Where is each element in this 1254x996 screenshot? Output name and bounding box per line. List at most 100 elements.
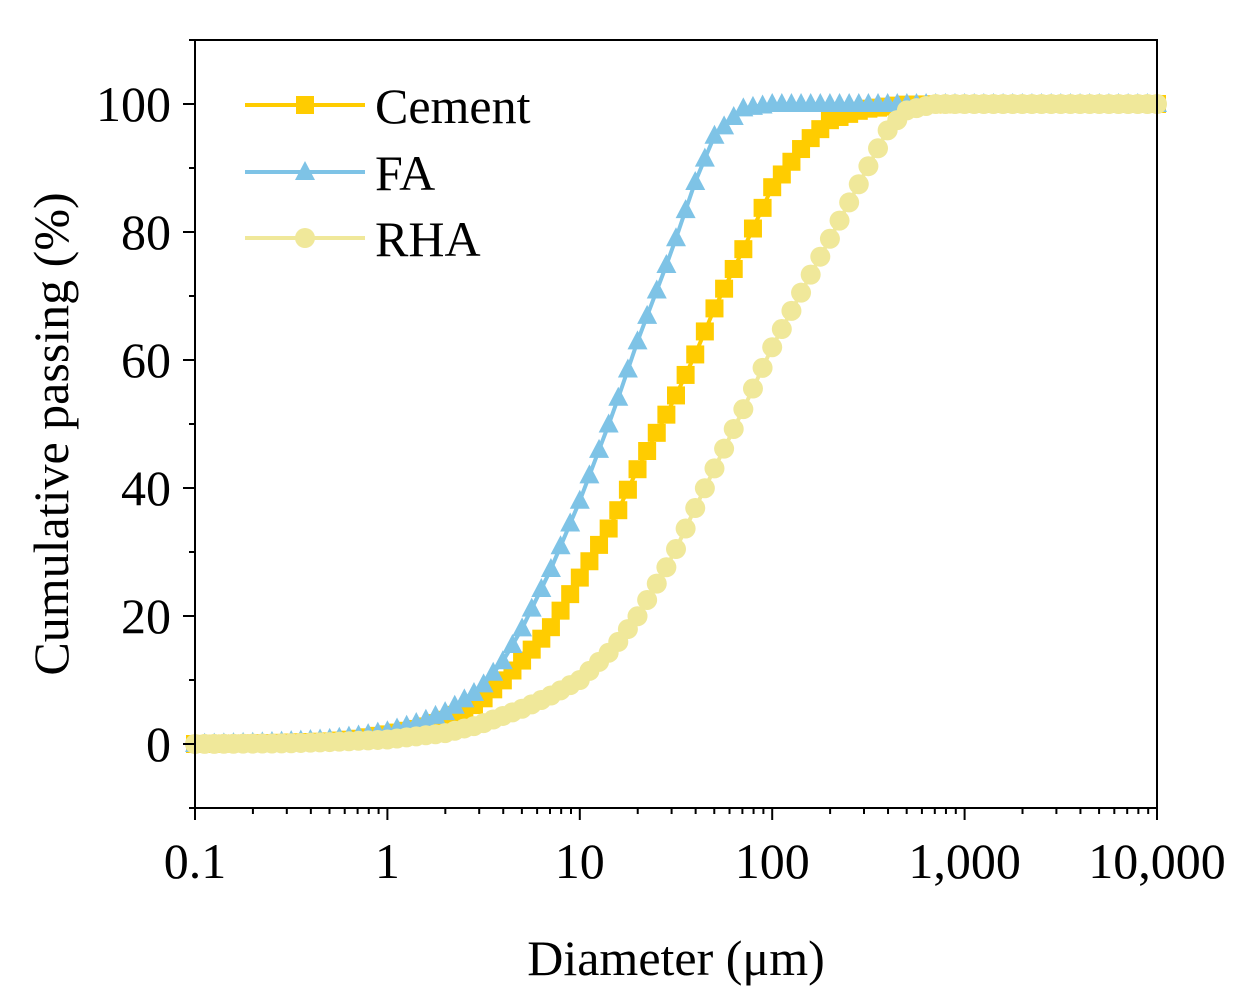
- ticks-layer: 0 20 40 60 80 100 0.1 1 10 100 1,000 10,000: [96, 39, 1226, 889]
- legend-rha-label: RHA: [375, 211, 481, 267]
- series-fa-marker: [656, 254, 677, 274]
- series-cement-line: [194, 102, 1157, 746]
- series-rha-marker: [762, 337, 783, 358]
- series-fa-marker: [435, 701, 456, 721]
- series-rha-marker: [742, 378, 763, 399]
- series-cement-marker: [715, 279, 734, 298]
- series-rha-marker: [829, 210, 850, 231]
- series-fa-marker: [608, 386, 629, 406]
- series-cement-marker: [647, 423, 666, 442]
- series-rha-marker: [656, 557, 677, 578]
- series-rha-marker: [781, 300, 802, 321]
- series-rha-line: [194, 102, 1157, 746]
- legend-cement: Cement: [245, 78, 531, 134]
- x-tick-label: 100: [735, 833, 810, 889]
- series-rha-marker: [819, 228, 840, 249]
- series-fa-marker: [579, 464, 600, 484]
- series-fa-marker: [675, 199, 696, 219]
- series-fa-marker: [483, 661, 504, 681]
- series-fa-marker: [627, 330, 648, 350]
- series-rha-marker: [675, 518, 696, 539]
- x-tick-label: 1: [375, 833, 400, 889]
- series-cement-marker: [743, 219, 762, 238]
- y-axis-title: Cumulative passing (%): [23, 192, 79, 675]
- series-rha-marker: [666, 539, 686, 560]
- legend-fa-label: FA: [375, 145, 435, 201]
- legend-cement-marker: [296, 96, 314, 114]
- series-fa-marker: [454, 688, 475, 708]
- x-tick-label: 1,000: [908, 833, 1021, 889]
- series-fa-marker: [560, 512, 581, 532]
- series-cement-marker: [734, 240, 753, 259]
- series-rha-marker: [627, 606, 648, 627]
- series-cement-marker: [657, 405, 676, 424]
- series-cement-marker: [724, 259, 743, 278]
- series-cement-marker: [599, 519, 618, 538]
- legend: Cement FA RHA: [245, 78, 531, 267]
- series-cement-marker: [580, 552, 599, 571]
- series-cement-marker: [609, 501, 628, 520]
- series-fa-marker: [694, 147, 715, 167]
- y-tick-label: 60: [121, 332, 171, 388]
- series-cement-marker: [590, 535, 609, 554]
- series-cement-marker: [541, 618, 560, 637]
- series-fa-marker: [589, 438, 610, 458]
- series-fa-marker: [463, 682, 484, 702]
- series-rha-marker: [858, 156, 879, 177]
- series-rha-marker: [704, 458, 725, 479]
- series-cement-marker: [638, 442, 657, 461]
- series-fa-marker: [685, 170, 706, 190]
- series-rha-marker: [839, 192, 860, 213]
- series-layer: [185, 93, 1167, 754]
- series-rha-marker: [646, 573, 667, 594]
- series-cement-marker: [686, 345, 705, 364]
- series-cement-marker: [561, 585, 580, 604]
- series-fa: [185, 93, 1167, 752]
- series-fa-marker: [666, 227, 686, 247]
- x-tick-label: 10: [555, 833, 605, 889]
- series-fa-marker: [531, 577, 552, 597]
- legend-fa-marker: [295, 161, 315, 180]
- legend-rha-marker: [295, 228, 315, 248]
- series-cement-marker: [676, 365, 695, 384]
- series-cement-marker: [695, 322, 714, 341]
- series-fa-line: [194, 102, 1157, 746]
- series-fa-marker: [540, 557, 561, 577]
- series-cement: [186, 95, 1166, 753]
- series-rha-marker: [733, 399, 754, 420]
- legend-cement-label: Cement: [375, 78, 531, 134]
- x-axis-title: Diameter (μm): [527, 930, 825, 986]
- series-fa-marker: [502, 633, 523, 653]
- legend-rha: RHA: [245, 211, 481, 267]
- series-rha-marker: [848, 174, 869, 195]
- series-fa-marker: [492, 650, 513, 670]
- series-fa-marker: [569, 489, 590, 509]
- series-fa-marker: [723, 105, 744, 125]
- y-tick-label: 80: [121, 204, 171, 260]
- series-cement-marker: [705, 299, 724, 318]
- series-fa-marker: [646, 279, 667, 299]
- series-fa-marker: [512, 617, 533, 637]
- series-rha: [185, 94, 1167, 754]
- x-tick-label: 0.1: [164, 833, 227, 889]
- series-rha-marker: [752, 357, 773, 378]
- series-rha-marker: [637, 589, 658, 610]
- series-rha-marker: [723, 418, 744, 439]
- series-fa-marker: [473, 673, 494, 693]
- y-tick-label: 40: [121, 460, 171, 516]
- y-tick-label: 0: [146, 716, 171, 772]
- series-cement-marker: [667, 386, 685, 405]
- series-rha-marker: [791, 282, 812, 303]
- series-rha-marker: [694, 478, 715, 499]
- series-fa-marker: [617, 358, 638, 378]
- series-cement-marker: [551, 601, 570, 620]
- series-rha-marker: [771, 319, 792, 340]
- series-fa-marker: [550, 535, 571, 555]
- y-tick-label: 20: [121, 588, 171, 644]
- series-rha-marker: [685, 498, 706, 519]
- series-fa-marker: [521, 597, 542, 617]
- series-cement-marker: [570, 568, 589, 587]
- series-cement-marker: [753, 198, 772, 217]
- series-fa-marker: [598, 413, 619, 433]
